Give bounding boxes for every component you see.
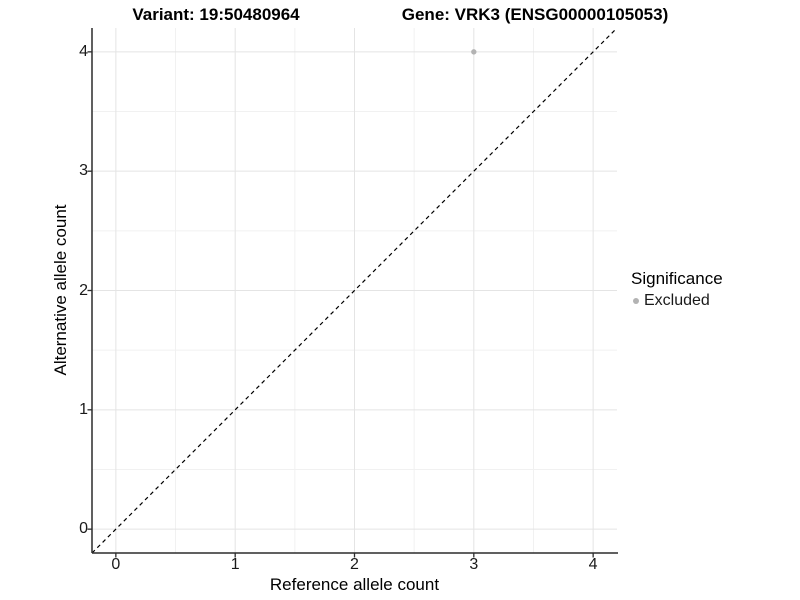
x-tick-label: 3 bbox=[469, 556, 479, 573]
plot-title-variant: Variant: 19:50480964 bbox=[132, 5, 300, 24]
y-tick-label: 3 bbox=[79, 162, 88, 180]
y-tick-label: 2 bbox=[79, 281, 88, 299]
identity-reference-line bbox=[91, 27, 618, 554]
x-tick-label: 2 bbox=[350, 556, 359, 573]
y-tick-label: 1 bbox=[79, 400, 88, 418]
legend-entry-label: Excluded bbox=[644, 292, 710, 309]
y-tick-label: 4 bbox=[79, 42, 88, 60]
x-tick-label: 4 bbox=[588, 556, 598, 573]
x-tick-label: 0 bbox=[111, 556, 121, 573]
y-tick-label: 0 bbox=[79, 520, 88, 538]
data-point bbox=[471, 49, 477, 55]
x-axis-title: Reference allele count bbox=[269, 575, 440, 594]
legend-key-dot-icon bbox=[633, 298, 639, 304]
plot-title-gene: Gene: VRK3 (ENSG00000105053) bbox=[401, 5, 669, 24]
legend-entries: Excluded bbox=[631, 292, 723, 310]
legend-title: Significance bbox=[631, 269, 723, 288]
x-tick-label: 1 bbox=[230, 556, 240, 573]
legend-entry: Excluded bbox=[633, 292, 723, 310]
legend: Significance Excluded bbox=[631, 269, 723, 310]
y-axis-title: Alternative allele count bbox=[51, 204, 70, 376]
